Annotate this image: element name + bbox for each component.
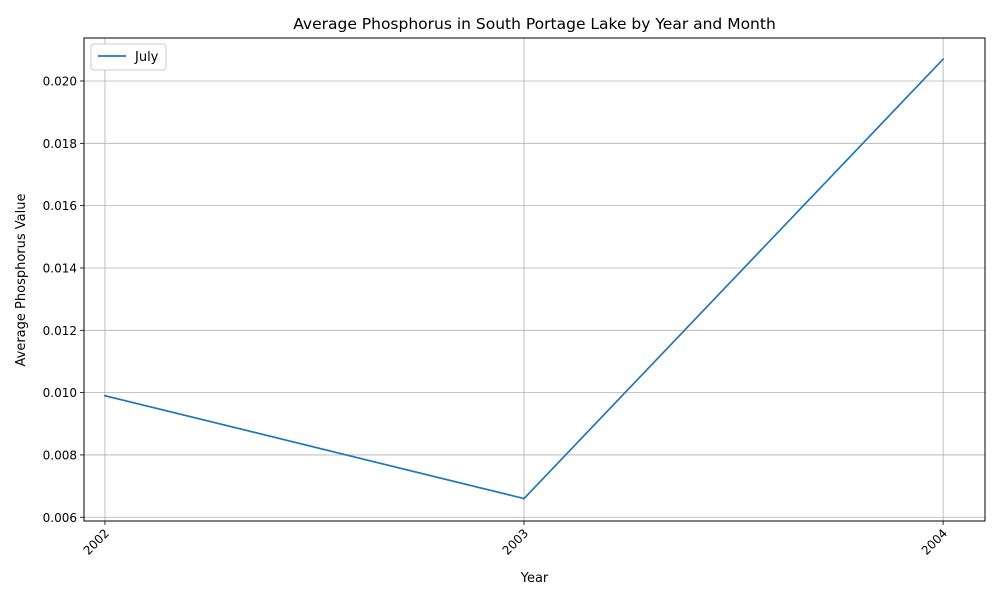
y-tick-label: 0.016: [43, 199, 77, 213]
y-tick-label: 0.012: [43, 324, 77, 338]
chart-title: Average Phosphorus in South Portage Lake…: [293, 15, 776, 33]
y-tick-label: 0.020: [43, 75, 77, 89]
y-tick-label: 0.006: [43, 511, 77, 525]
series-lines: [103, 57, 945, 500]
y-tick-label: 0.010: [43, 386, 77, 400]
data-point-july: [523, 497, 525, 500]
data-point-july: [104, 394, 106, 397]
y-tick-label: 0.008: [43, 448, 77, 462]
y-axis-ticks: 0.006 0.008 0.010 0.012 0.014 0.016 0.018 0.020: [43, 75, 84, 525]
y-tick-label: 0.018: [43, 137, 77, 151]
legend-label-july: July: [134, 50, 159, 65]
legend-box: [90, 43, 167, 71]
y-axis-label: Average Phosphorus Value: [14, 194, 29, 367]
data-point-july: [942, 58, 944, 60]
legend: July: [90, 43, 167, 71]
plot-background: [84, 38, 985, 521]
x-axis-label: Year: [520, 571, 549, 586]
plot-frame: [83, 37, 986, 522]
grid-lines: [84, 38, 985, 521]
y-tick-label: 0.014: [43, 261, 77, 275]
